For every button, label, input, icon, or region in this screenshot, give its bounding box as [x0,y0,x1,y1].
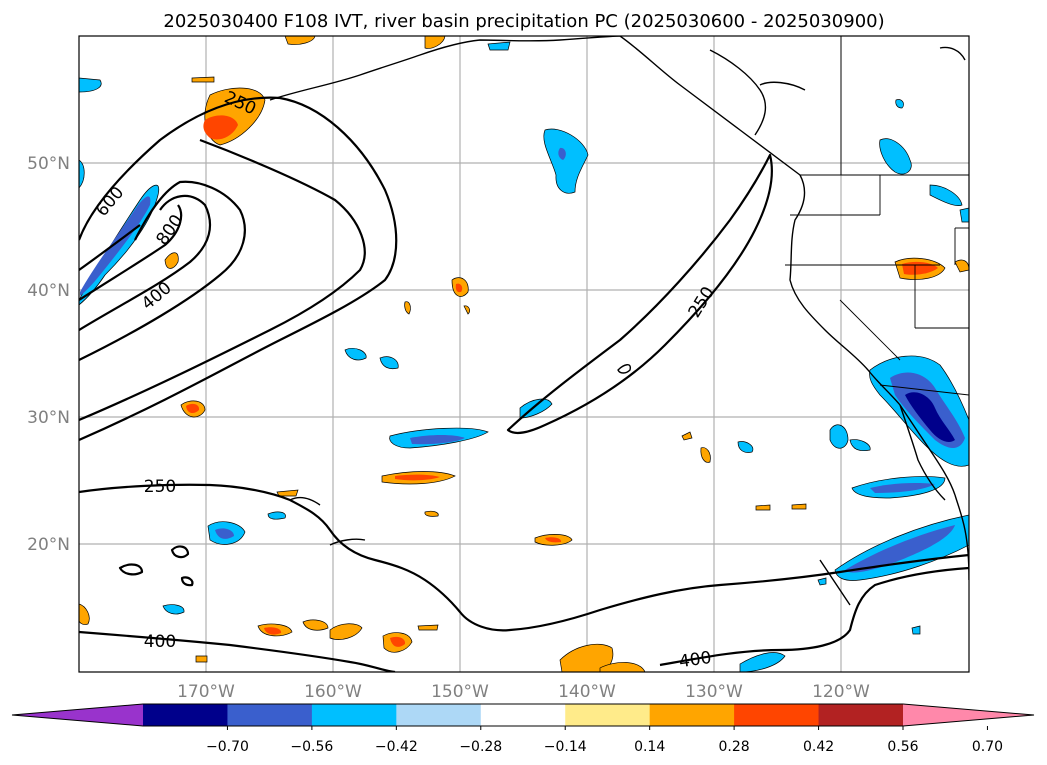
colorbar-segment [227,704,313,726]
coastlines [269,36,969,606]
contour-label: 400 [678,648,713,672]
colorbar-tick-label: 0.42 [803,739,834,755]
colorbar-tick-label: −0.28 [459,739,502,755]
colorbar-segment [480,704,566,726]
lat-label: 30°N [27,408,70,428]
colorbar-tick-label: 0.70 [972,739,1003,755]
colorbar: −0.70 −0.56 −0.42 −0.28 −0.14 0.14 0.28 0.42 0.5… [11,703,1035,755]
latitude-labels: 50°N 40°N 30°N 20°N [27,154,70,555]
longitude-labels: 170°W 160°W 150°W 140°W 130°W 120°W [177,682,870,702]
ivt-contours [79,96,969,672]
lon-label: 160°W [304,682,362,702]
colorbar-tick-label: 0.28 [719,739,750,755]
state-borders [785,36,969,396]
precipitation-pc-shading [79,36,969,672]
colorbar-segment [311,704,397,726]
map-title: 2025030400 F108 IVT, river basin precipi… [163,11,884,32]
colorbar-tick-label: 0.56 [887,739,918,755]
ivt-contour-250-east [506,153,773,434]
ivt-contour-250 [79,96,398,442]
colorbar-extension-low [12,704,143,726]
map-border [78,35,970,673]
lat-label: 40°N [27,281,70,301]
colorbar-tick-label: −0.56 [290,739,333,755]
colorbar-segment [818,704,904,726]
colorbar-tick-label: −0.42 [375,739,418,755]
lon-label: 140°W [558,682,616,702]
ivt-contour-600 [79,180,246,361]
colorbar-segment [396,704,482,726]
colorbar-segment [734,704,820,726]
colorbar-extension-high [903,704,1034,726]
lon-label: 170°W [177,682,235,702]
lon-label: 150°W [431,682,489,702]
lat-label: 20°N [27,535,70,555]
colorbar-segment [565,704,651,726]
colorbar-segment [649,704,735,726]
colorbar-tick-label: 0.14 [634,739,665,755]
colorbar-outline [11,703,1035,727]
ivt-contour-250-south [79,483,969,632]
lon-label: 130°W [685,682,743,702]
contour-label: 250 [144,477,176,497]
colorbar-tick-label: −0.14 [544,739,587,755]
lat-label: 50°N [27,154,70,174]
lon-label: 120°W [812,682,870,702]
contour-label: 400 [144,632,176,652]
ivt-contour-800 [79,194,212,331]
colorbar-tick-label: −0.70 [206,739,249,755]
colorbar-segment [143,704,228,726]
ivt-contour-400 [79,138,366,422]
